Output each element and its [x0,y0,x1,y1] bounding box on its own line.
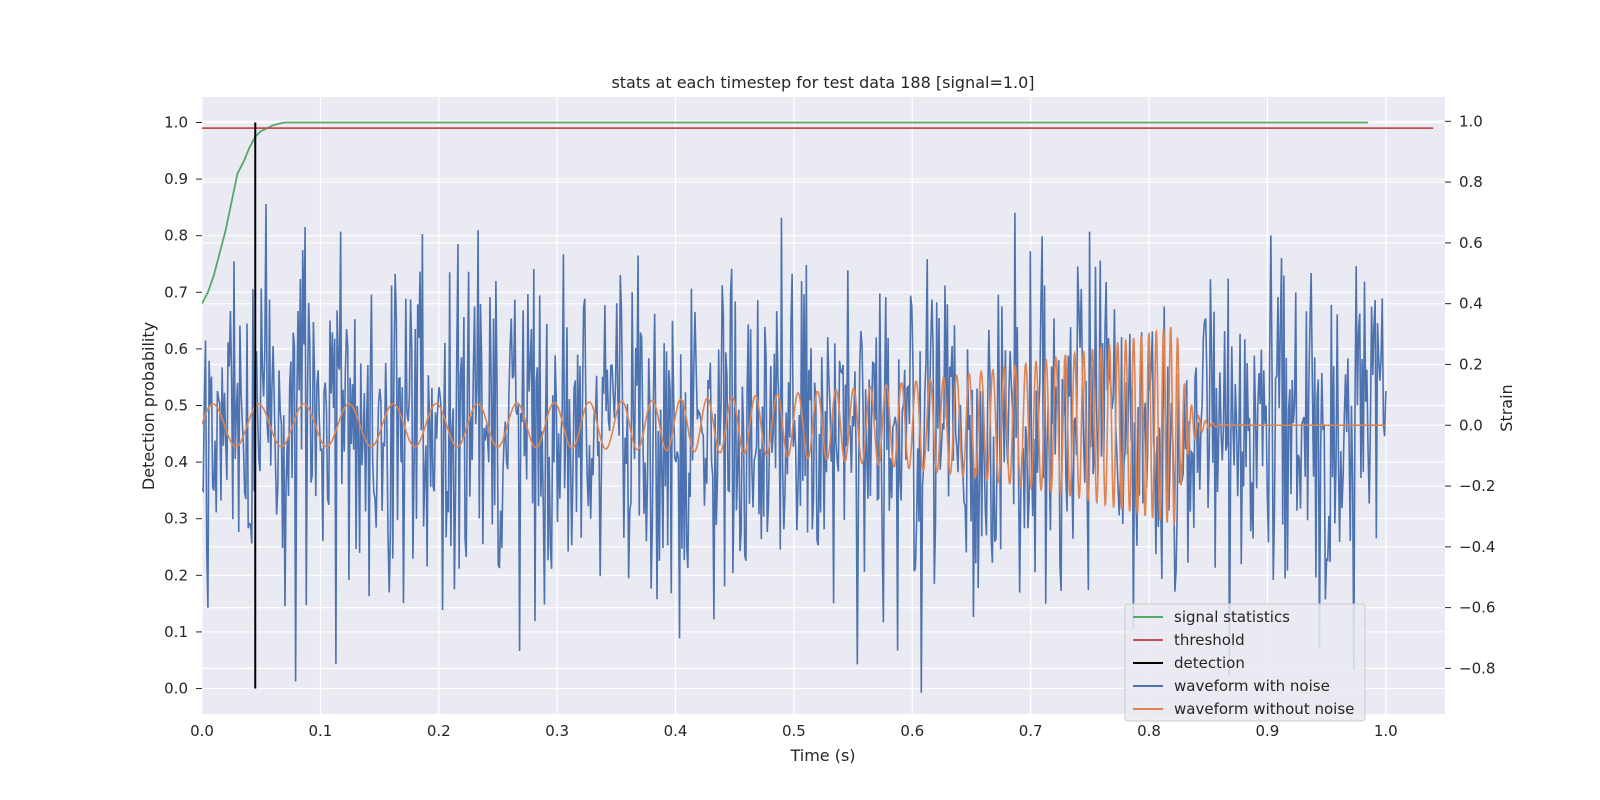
y-right-tick-label-2: −0.4 [1459,538,1495,556]
x-tick-label-0-1: 0.1 [308,722,332,740]
y-left-tick-label-0-0: 0.0 [164,680,188,698]
y-right-tick-label-9: 1.0 [1459,112,1483,130]
y-axis-right-label: Strain [1497,384,1516,431]
x-tick-label-1-0: 1.0 [1374,722,1398,740]
y-left-tick-label-0-8: 0.8 [164,227,188,245]
y-right-tick-label-6: 0.4 [1459,295,1483,313]
legend-label-signal-statistics: signal statistics [1174,608,1290,626]
y-left-tick-label-0-9: 0.9 [164,170,188,188]
y-right-tick-label-8: 0.8 [1459,173,1483,191]
x-tick-label-0-0: 0.0 [190,722,214,740]
y-right-tick-label-3: −0.2 [1459,477,1495,495]
x-tick-label-0-4: 0.4 [664,722,688,740]
legend-label-threshold: threshold [1174,631,1245,649]
x-axis-ticks: 0.0 0.1 0.2 0.3 0.4 0.5 0.6 0.7 0.8 0.9 1.0 [190,722,1398,740]
legend-label-waveform-with-noise: waveform with noise [1174,677,1330,695]
x-tick-label-0-8: 0.8 [1137,722,1161,740]
y-right-tick-label-0: −0.8 [1459,659,1495,677]
legend-box [1124,603,1366,722]
series-waveform-without-noise [202,326,1386,525]
legend: signal statistics threshold detection wa… [1124,603,1366,722]
y-axis-right-ticks: −0.8 −0.6 −0.4 −0.2 0.0 0.2 0.4 0.6 0.8 1.0 [1445,112,1495,677]
y-left-tick-label-0-7: 0.7 [164,283,188,301]
y-left-tick-label-0-2: 0.2 [164,566,188,584]
y-right-tick-label-5: 0.2 [1459,355,1483,373]
series-waveform-with-noise [202,203,1387,693]
y-axis-left-ticks: 0.0 0.1 0.2 0.3 0.4 0.5 0.6 0.7 0.8 0.9 1.0 [164,113,202,698]
x-tick-label-0-7: 0.7 [1019,722,1043,740]
series-layer [202,121,1434,693]
x-tick-label-0-3: 0.3 [545,722,569,740]
y-right-tick-label-1: −0.6 [1459,599,1495,617]
series-signal-statistics [202,121,1369,305]
y-left-tick-label-0-6: 0.6 [164,340,188,358]
x-tick-label-0-2: 0.2 [427,722,451,740]
y-axis-left-label: Detection probability [139,322,158,490]
y-left-tick-label-0-3: 0.3 [164,510,188,528]
y-left-tick-label-0-4: 0.4 [164,453,188,471]
y-right-tick-label-7: 0.6 [1459,234,1483,252]
x-tick-label-0-5: 0.5 [782,722,806,740]
y-left-tick-label-0-1: 0.1 [164,623,188,641]
legend-label-detection: detection [1174,654,1245,672]
y-left-tick-label-1-0: 1.0 [164,113,188,131]
x-tick-label-0-9: 0.9 [1255,722,1279,740]
x-tick-label-0-6: 0.6 [900,722,924,740]
legend-label-waveform-without-noise: waveform without noise [1174,700,1354,718]
y-right-tick-label-4: 0.0 [1459,416,1483,434]
chart-title: stats at each timestep for test data 188… [611,73,1034,92]
y-left-tick-label-0-5: 0.5 [164,397,188,415]
x-axis-label: Time (s) [789,746,855,765]
